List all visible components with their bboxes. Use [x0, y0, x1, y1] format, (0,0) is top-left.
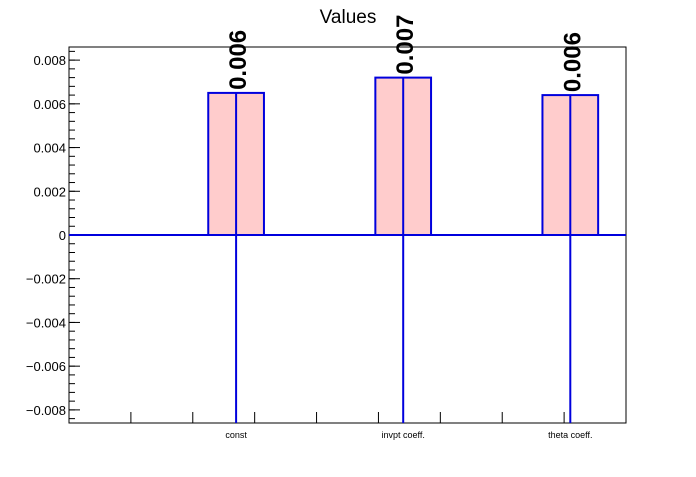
y-tick-label: 0.006 — [33, 97, 66, 112]
x-tick-label: theta coeff. — [548, 430, 592, 440]
value-label: 0.006 — [225, 30, 252, 90]
x-axis: const invpt coeff. theta coeff. — [130, 412, 592, 440]
value-labels: 0.006 0.007 0.006 — [225, 15, 586, 93]
y-tick-label: 0 — [59, 228, 66, 243]
bars — [207, 76, 600, 423]
y-tick-label: −0.008 — [26, 403, 66, 418]
value-label: 0.007 — [392, 15, 419, 75]
y-tick-label: 0.008 — [33, 53, 66, 68]
chart-title: Values — [320, 7, 377, 28]
value-label: 0.006 — [559, 32, 586, 92]
x-tick-label: const — [225, 430, 247, 440]
y-tick-label: −0.004 — [26, 315, 66, 330]
y-tick-label: 0.004 — [33, 141, 66, 156]
y-tick-label: −0.006 — [26, 359, 66, 374]
y-tick-label: 0.002 — [33, 184, 66, 199]
x-tick-label: invpt coeff. — [382, 430, 425, 440]
y-tick-label: −0.002 — [26, 272, 66, 287]
